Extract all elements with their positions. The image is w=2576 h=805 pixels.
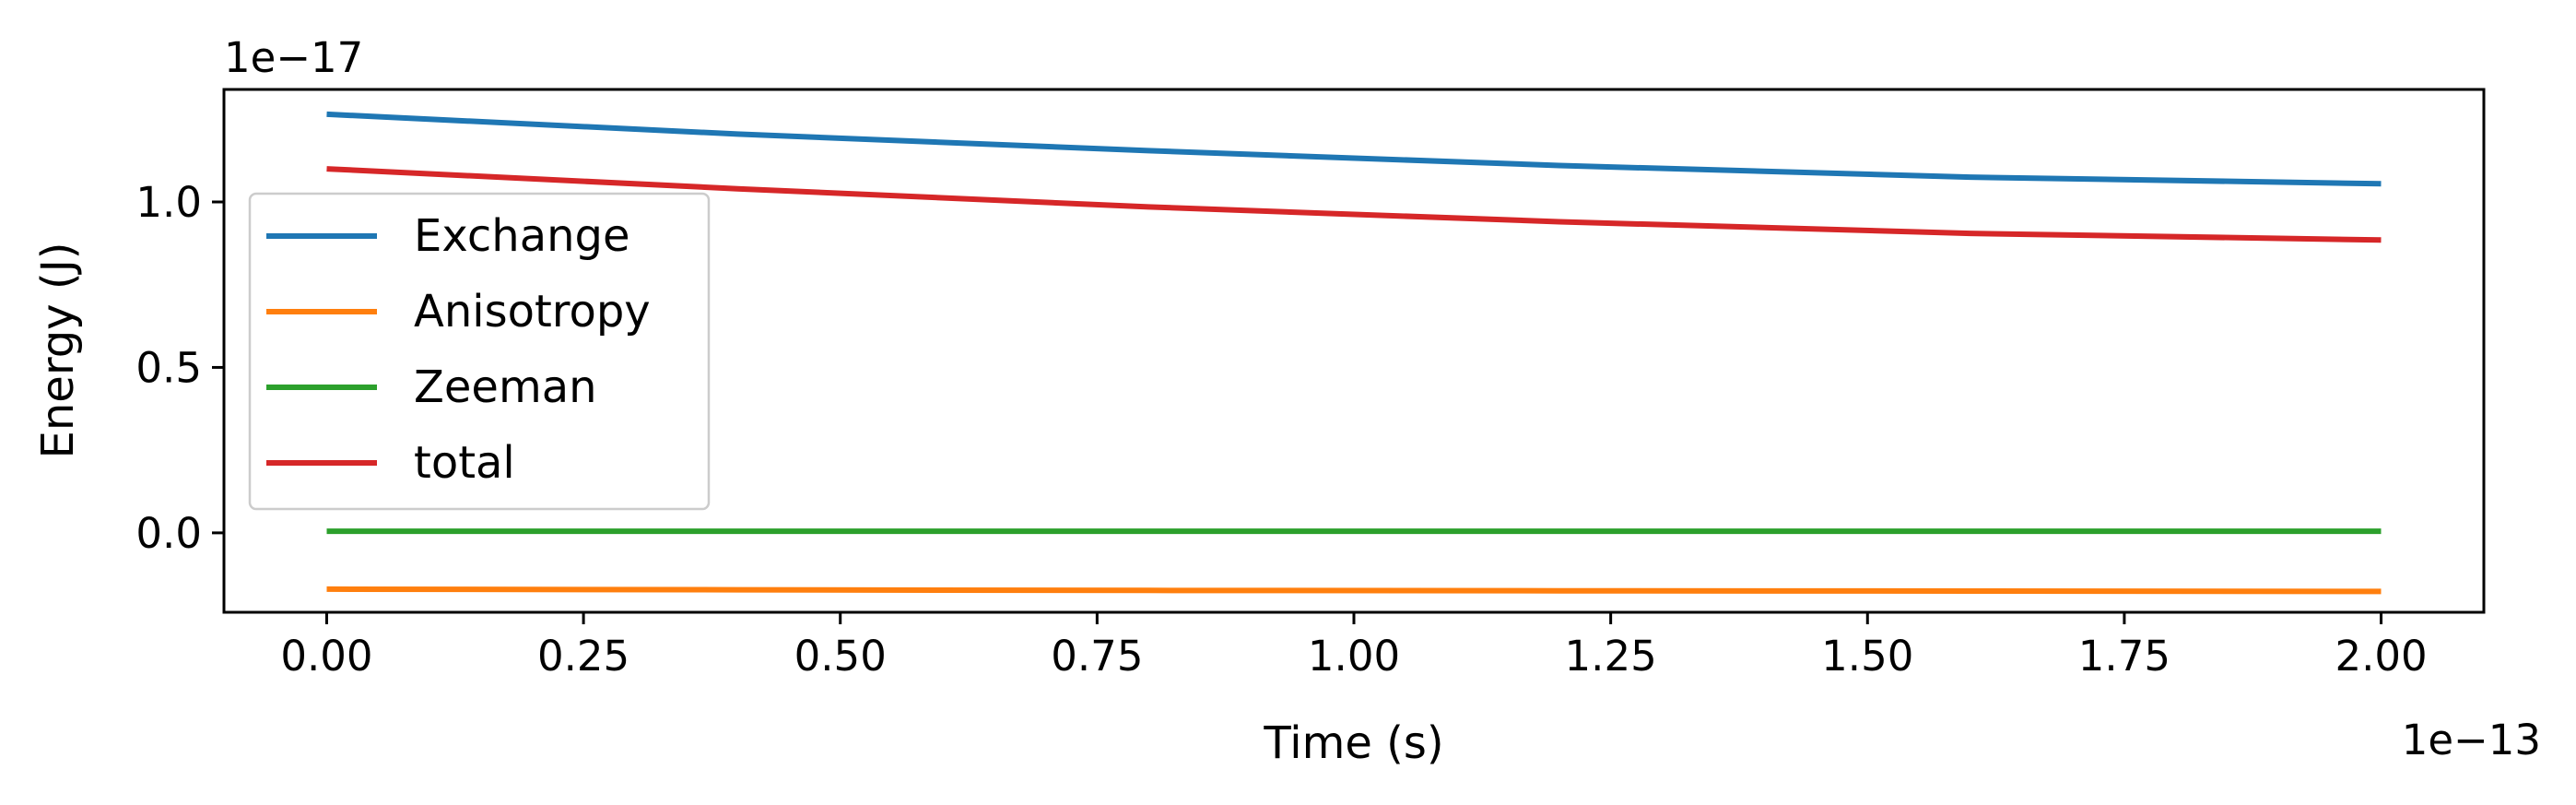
legend-label-anisotropy: Anisotropy [414,286,651,337]
y-tick-label: 1.0 [135,178,202,227]
series-line-total [326,166,2382,243]
x-tick-label: 0.50 [794,632,887,681]
y-axis-label: Energy (J) [32,243,84,459]
y-offset-label: 1e−17 [224,33,363,82]
x-tick-label: 1.75 [2078,632,2170,681]
series-line-exchange [326,111,2382,187]
x-offset-label: 1e−13 [2402,716,2541,764]
y-tick-label: 0.0 [135,509,202,558]
axis-ticks: 0.00 0.25 0.50 0.75 1.00 1.25 1.50 1.75 2.00 0.0 0… [135,178,2427,681]
y-tick-label: 0.5 [135,343,202,392]
x-tick-label: 1.00 [1308,632,1400,681]
legend: Exchange Anisotropy Zeeman total [248,192,711,511]
legend-label-exchange: Exchange [414,210,630,262]
legend-label-zeeman: Zeeman [414,361,597,413]
x-tick-label: 1.50 [1821,632,1913,681]
legend-box [248,192,711,511]
series-line-anisotropy [326,586,2382,595]
series-lines [326,111,2382,595]
x-tick-label: 0.25 [537,632,629,681]
x-tick-label: 1.25 [1565,632,1657,681]
legend-label-total: total [414,437,515,489]
x-tick-label: 2.00 [2335,632,2427,681]
x-tick-label: 0.00 [280,632,372,681]
x-tick-label: 0.75 [1051,632,1143,681]
x-axis-label: Time (s) [1263,717,1443,769]
